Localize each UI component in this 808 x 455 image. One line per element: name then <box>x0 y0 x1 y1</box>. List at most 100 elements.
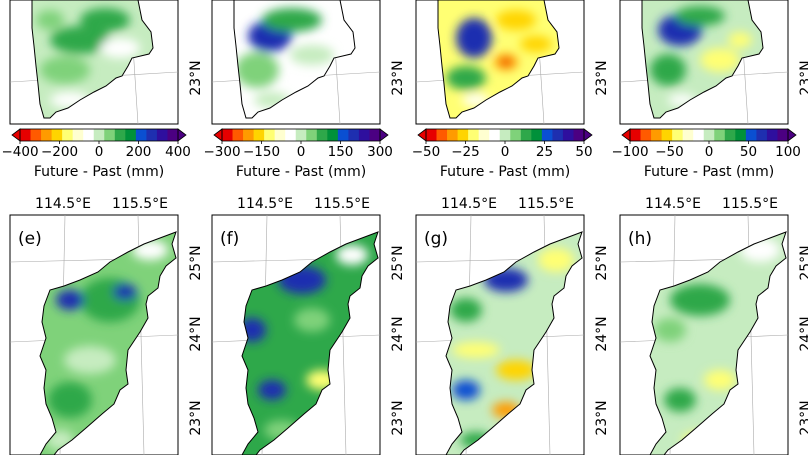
panel-b: 23°N <box>211 0 406 125</box>
colorbar-swatch <box>457 129 469 141</box>
panel-g: 114.5°E 115.5°E (g) 25°N 24°N <box>415 196 610 455</box>
colorbar-swatch <box>285 129 297 141</box>
colorbar-swatch <box>93 129 105 141</box>
lat-label-24n: 24°N <box>594 316 610 351</box>
colorbar-label: Future - Past (mm) <box>236 164 366 180</box>
lat-label-25n: 25°N <box>390 245 406 280</box>
colorbar-swatch <box>672 129 684 141</box>
colorbar-swatch <box>348 129 360 141</box>
panel-label: (g) <box>424 229 448 249</box>
colorbar-tick-label: 50 <box>575 144 592 160</box>
lon-label-114-5e: 114.5°E <box>645 196 701 212</box>
colorbar-swatch <box>562 129 574 141</box>
colorbar-swatch <box>661 129 673 141</box>
colorbar-label: Future - Past (mm) <box>644 164 774 180</box>
colorbar-swatch <box>724 129 736 141</box>
colorbar-tick-label: −400 <box>1 144 38 160</box>
panel-e: 114.5°E 115.5°E (e) 25°N 24°N 23°N <box>9 196 204 455</box>
lat-label-23n: 23°N <box>390 400 406 435</box>
colorbar-swatch <box>51 129 63 141</box>
colorbar-extend-low <box>213 128 223 142</box>
colorbar-extend-low <box>621 128 631 142</box>
lat-label-25n: 25°N <box>594 245 610 280</box>
colorbar-extend-high <box>379 128 389 142</box>
lat-label-23n: 23°N <box>188 400 204 435</box>
colorbar-swatch <box>125 129 137 141</box>
panel-label: (h) <box>628 229 652 249</box>
colorbar-swatch <box>104 129 116 141</box>
colorbar-swatch <box>274 129 286 141</box>
lat-label-24n: 24°N <box>798 316 808 351</box>
colorbar-swatch <box>478 129 490 141</box>
panel-a: 23°N <box>9 0 204 125</box>
colorbar-swatch <box>20 129 31 141</box>
colorbar-swatch <box>146 129 158 141</box>
colorbar-extend-high <box>177 128 187 142</box>
panel-d: 23°N <box>619 0 808 125</box>
colorbar-swatch <box>114 129 126 141</box>
colorbar-swatch <box>745 129 757 141</box>
colorbar-swatch <box>337 129 349 141</box>
colorbar-swatch <box>510 129 522 141</box>
colorbar-swatch <box>222 129 233 141</box>
colorbar-swatch <box>630 129 641 141</box>
colorbar-extend-low <box>11 128 21 142</box>
colorbar-swatch <box>499 129 511 141</box>
colorbar-swatch <box>777 129 789 141</box>
colorbar-tick-label: −100 <box>611 144 648 160</box>
colorbar-swatch <box>135 129 147 141</box>
colorbar-tick-label: 0 <box>501 144 510 160</box>
colorbar-swatch <box>167 129 179 141</box>
colorbar-swatch <box>426 129 437 141</box>
colorbar-swatch <box>62 129 74 141</box>
colorbar-swatch <box>306 129 318 141</box>
panel-c: 23°N <box>415 0 610 125</box>
colorbar-swatch <box>756 129 768 141</box>
panel-label: (e) <box>18 229 42 249</box>
colorbar-swatch <box>552 129 564 141</box>
colorbar-swatch <box>703 129 715 141</box>
lon-label-114-5e: 114.5°E <box>35 196 91 212</box>
lon-label-114-5e: 114.5°E <box>441 196 497 212</box>
panel-f: 114.5°E 115.5°E (f) 25°N 24°N 23°N <box>211 196 406 455</box>
colorbar-tick-label: −50 <box>655 144 684 160</box>
colorbar-extend-high <box>583 128 593 142</box>
colorbar-swatch <box>735 129 747 141</box>
colorbar-swatch <box>520 129 532 141</box>
lon-label-114-5e: 114.5°E <box>237 196 293 212</box>
colorbar-swatch <box>447 129 458 141</box>
lon-label-115-5e: 115.5°E <box>314 196 370 212</box>
colorbar-swatch <box>693 129 705 141</box>
colorbar-swatch <box>243 129 254 141</box>
colorbar-tick-label: 25 <box>536 144 553 160</box>
colorbar-swatch <box>651 129 662 141</box>
colorbar-swatch <box>253 129 265 141</box>
colorbar-tick-label: 50 <box>740 144 757 160</box>
colorbar-tick-label: −50 <box>412 144 441 160</box>
colorbar-swatch <box>41 129 52 141</box>
colorbar-tick-label: 0 <box>705 144 714 160</box>
lat-label-24n: 24°N <box>188 316 204 351</box>
colorbar-swatch <box>682 129 694 141</box>
colorbar-tick-label: 0 <box>95 144 104 160</box>
colorbar-swatch <box>358 129 370 141</box>
colorbar-label: Future - Past (mm) <box>34 164 164 180</box>
colorbar-swatch <box>468 129 480 141</box>
colorbar: −50 −25 0 25 50 Future - Past (mm) <box>412 128 593 180</box>
colorbar-label: Future - Past (mm) <box>440 164 570 180</box>
lat-label-23n: 23°N <box>798 400 808 435</box>
lat-label-25n: 25°N <box>188 245 204 280</box>
colorbar-tick-label: 200 <box>126 144 152 160</box>
lat-label-23n: 23°N <box>798 60 808 95</box>
colorbar-swatch <box>541 129 553 141</box>
colorbar-swatch <box>72 129 84 141</box>
colorbar-swatch <box>83 129 95 141</box>
colorbar-tick-label: −25 <box>451 144 480 160</box>
colorbar-tick-label: −200 <box>41 144 78 160</box>
lat-label-23n: 23°N <box>188 60 204 95</box>
colorbar-tick-label: −150 <box>243 144 280 160</box>
colorbar-tick-label: 300 <box>367 144 393 160</box>
